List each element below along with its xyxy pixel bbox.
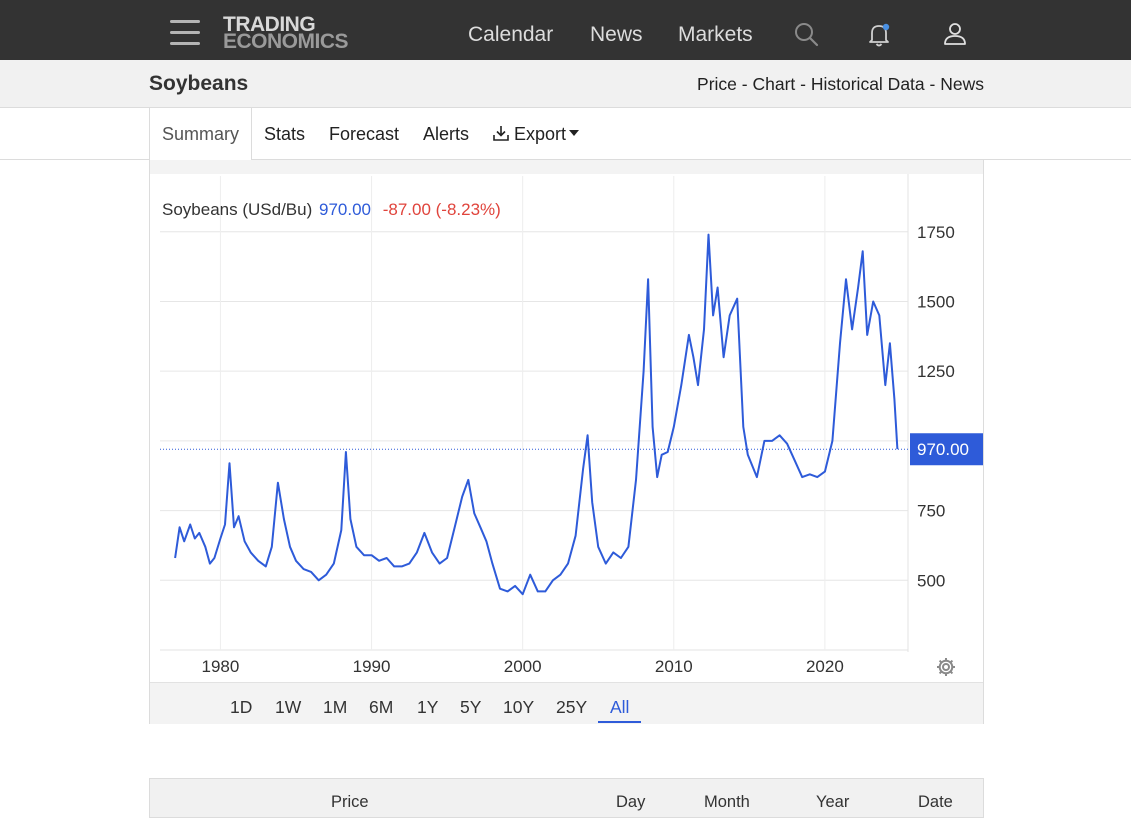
- col-day: Day: [616, 793, 646, 811]
- tabs-bar: Summary Stats Forecast Alerts Export: [0, 108, 1131, 161]
- range-active-indicator: [598, 721, 641, 723]
- search-icon[interactable]: [792, 20, 820, 48]
- y-tick-label: 1250: [917, 362, 955, 381]
- tab-export[interactable]: Export: [492, 108, 580, 160]
- tab-export-label: Export: [514, 124, 567, 144]
- page-title: Soybeans: [149, 72, 249, 95]
- crumb-separator: -: [741, 74, 748, 94]
- tab-summary[interactable]: Summary: [149, 108, 252, 161]
- last-value-label: 970.00: [917, 440, 969, 459]
- x-tick-label: 1980: [202, 657, 240, 676]
- col-date: Date: [918, 793, 953, 811]
- col-month: Month: [704, 793, 750, 811]
- download-icon: [493, 126, 509, 141]
- notification-dot: [882, 23, 890, 31]
- legend-series-name: Soybeans (USd/Bu): [162, 200, 313, 219]
- logo-line-2: ECONOMICS: [223, 30, 349, 53]
- range-6m[interactable]: 6M: [369, 697, 394, 717]
- range-all[interactable]: All: [610, 697, 630, 717]
- x-tick-label: 2020: [806, 657, 844, 676]
- title-row: Soybeans Price - Chart - Historical Data…: [0, 60, 1131, 108]
- user-icon[interactable]: [941, 20, 969, 48]
- range-selector: 1D 1W 1M 6M 1Y 5Y 10Y 25Y All: [150, 682, 983, 724]
- legend-price: 970.00: [318, 200, 371, 219]
- tab-stats[interactable]: Stats: [264, 124, 306, 144]
- range-1y[interactable]: 1Y: [417, 697, 439, 717]
- logo-line-1: TRADING: [223, 13, 316, 36]
- range-1w[interactable]: 1W: [275, 697, 302, 717]
- breadcrumb: Price - Chart - Historical Data - News: [697, 74, 984, 95]
- price-series-line: [174, 233, 899, 596]
- table-header: Price Day Month Year Date: [149, 778, 984, 818]
- crumb-separator: -: [800, 74, 806, 94]
- col-year: Year: [816, 793, 850, 811]
- crumb-historical-data[interactable]: Historical Data: [810, 74, 925, 94]
- chevron-down-icon: [569, 130, 580, 136]
- range-5y[interactable]: 5Y: [460, 697, 482, 717]
- crumb-separator: -: [929, 74, 936, 94]
- crumb-price[interactable]: Price: [697, 74, 737, 94]
- range-10y[interactable]: 10Y: [503, 697, 535, 717]
- range-25y[interactable]: 25Y: [556, 697, 588, 717]
- y-tick-label: 1750: [917, 223, 955, 242]
- y-tick-label: 750: [917, 502, 945, 521]
- bell-icon[interactable]: [865, 20, 893, 48]
- crumb-news[interactable]: News: [940, 74, 984, 94]
- crumb-chart[interactable]: Chart: [752, 74, 796, 94]
- tab-forecast[interactable]: Forecast: [329, 124, 400, 144]
- gear-icon[interactable]: [935, 656, 957, 678]
- chart-legend: Soybeans (USd/Bu) 970.00 -87.00 (-8.23%): [162, 200, 501, 220]
- price-chart[interactable]: 5007501000125015001750198019902000201020…: [150, 174, 983, 682]
- y-tick-label: 1500: [917, 292, 955, 311]
- legend-change: -87.00 (-8.23%): [382, 200, 501, 219]
- range-1m[interactable]: 1M: [323, 697, 348, 717]
- chart-toolbar: [150, 160, 983, 174]
- menu-icon[interactable]: [170, 19, 200, 45]
- x-tick-label: 2010: [655, 657, 693, 676]
- nav-calendar[interactable]: Calendar: [468, 23, 554, 46]
- last-value-badge: [910, 433, 983, 466]
- x-tick-label: 1990: [353, 657, 391, 676]
- nav-markets[interactable]: Markets: [678, 23, 753, 46]
- nav-news[interactable]: News: [590, 23, 643, 46]
- range-1d[interactable]: 1D: [230, 697, 253, 717]
- y-tick-label: 500: [917, 571, 945, 590]
- logo[interactable]: TRADING ECONOMICS: [222, 14, 372, 54]
- chart-panel: 5007501000125015001750198019902000201020…: [149, 160, 984, 724]
- col-price: Price: [331, 793, 369, 811]
- tab-alerts[interactable]: Alerts: [423, 124, 470, 144]
- top-navbar: TRADING ECONOMICS Calendar News Markets: [0, 0, 1131, 60]
- x-tick-label: 2000: [504, 657, 542, 676]
